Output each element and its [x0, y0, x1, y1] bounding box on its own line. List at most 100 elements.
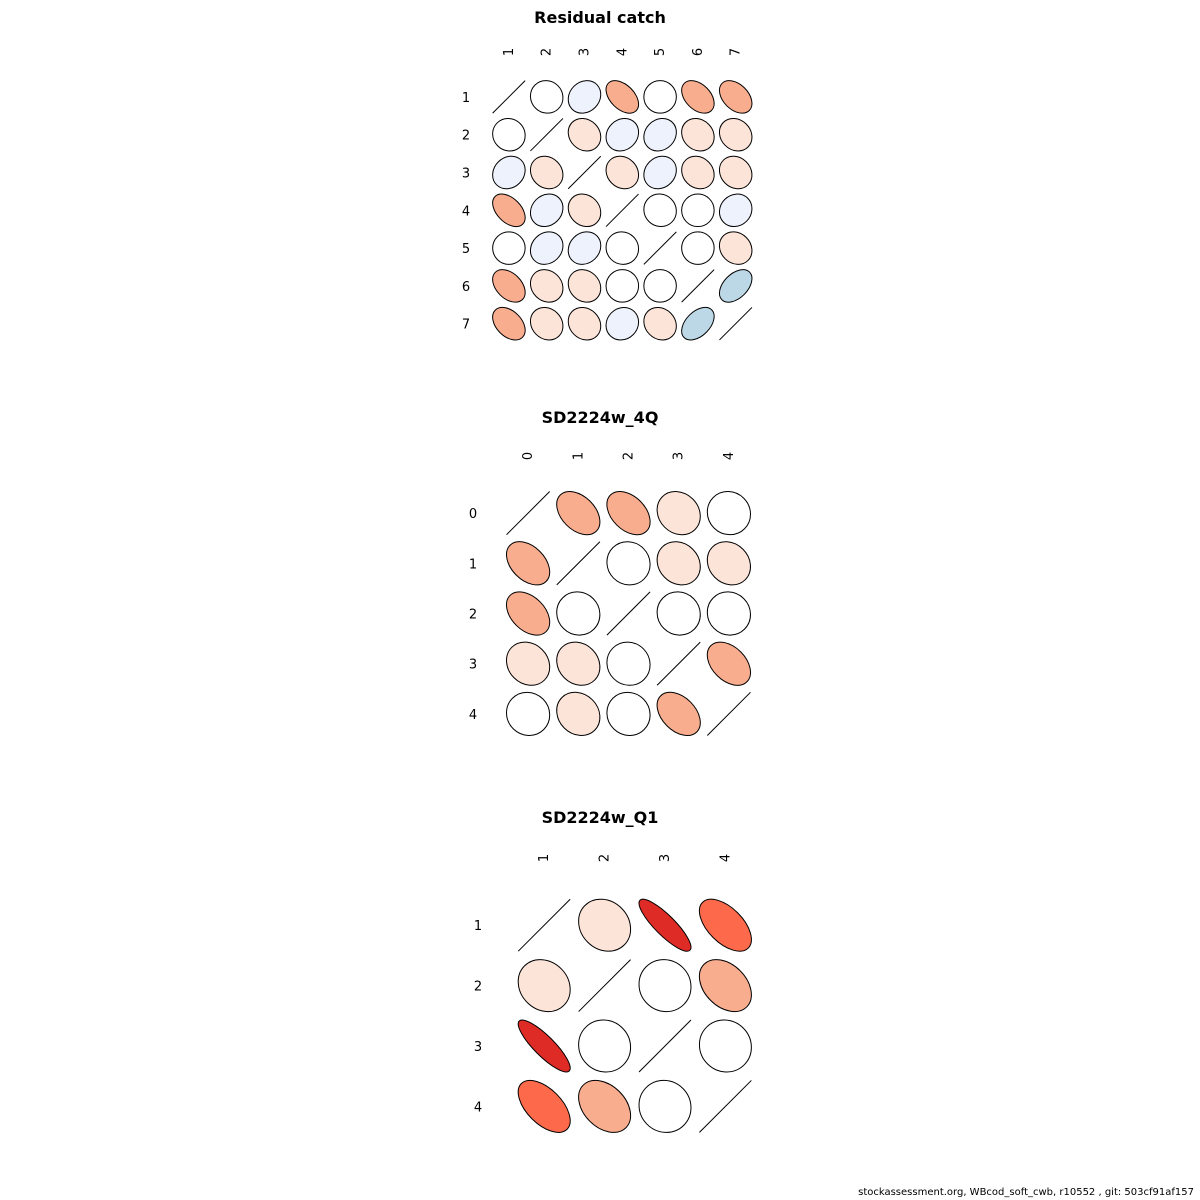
correlation-ellipse — [656, 541, 701, 586]
correlation-ellipse — [638, 898, 692, 952]
column-tick-label: 2 — [540, 48, 555, 56]
correlation-ellipse — [529, 80, 564, 114]
correlation-ellipse — [643, 193, 677, 228]
diagonal-mark — [656, 641, 701, 686]
diagonal-mark — [699, 1080, 752, 1133]
correlation-ellipse — [643, 306, 677, 341]
correlation-ellipse — [506, 641, 551, 686]
correlation-ellipse — [578, 1019, 632, 1073]
row-tick-label: 2 — [474, 980, 482, 995]
correlation-ellipse — [529, 306, 564, 341]
correlation-ellipse — [698, 1019, 752, 1073]
correlation-ellipse — [556, 641, 601, 686]
corr-panel-3: SD2224w_Q1 1 2 3 4 1 2 3 4 — [474, 808, 752, 1133]
column-tick-label: 1 — [502, 48, 517, 56]
column-tick-label: 1 — [571, 452, 586, 460]
column-tick-label: 2 — [622, 452, 637, 460]
correlation-ellipse — [492, 269, 526, 303]
column-tick-label: 3 — [672, 452, 687, 460]
correlation-ellipse — [718, 80, 753, 114]
correlation-ellipse — [718, 269, 753, 303]
row-tick-label: 4 — [474, 1100, 482, 1115]
correlation-ellipse — [681, 193, 715, 228]
row-tick-label: 3 — [474, 1040, 482, 1055]
correlation-ellipse — [706, 541, 751, 586]
diagonal-mark — [530, 118, 564, 152]
correlation-ellipse — [517, 1019, 571, 1073]
row-tick-label: 1 — [469, 557, 477, 572]
correlation-ellipse — [556, 691, 601, 736]
column-tick-label: 7 — [729, 48, 744, 56]
correlation-ellipse — [706, 641, 751, 686]
correlation-ellipse — [492, 193, 526, 228]
column-tick-label: 0 — [521, 452, 536, 460]
column-tick-label: 2 — [598, 854, 613, 862]
column-tick-label: 4 — [615, 48, 630, 56]
correlation-ellipse — [567, 117, 602, 152]
column-tick-label: 4 — [718, 854, 733, 862]
correlation-ellipse — [567, 80, 602, 114]
correlation-ellipse — [638, 1079, 692, 1133]
correlation-ellipse — [643, 269, 677, 303]
correlation-ellipse — [567, 269, 602, 303]
chart-title: SD2224w_Q1 — [542, 808, 659, 827]
correlation-ellipse — [643, 80, 677, 114]
row-tick-label: 7 — [462, 318, 470, 333]
correlation-ellipse — [706, 591, 751, 636]
correlation-ellipse — [567, 231, 602, 265]
correlation-ellipse — [718, 155, 753, 190]
correlation-ellipse — [656, 591, 701, 636]
correlation-ellipse — [529, 155, 564, 190]
column-tick-label: 6 — [691, 48, 706, 56]
correlation-ellipse — [706, 491, 751, 536]
row-tick-label: 4 — [469, 708, 477, 723]
correlation-ellipse — [718, 231, 753, 265]
correlation-ellipse — [605, 80, 640, 114]
correlation-ellipse — [718, 117, 753, 152]
correlation-ellipse — [656, 491, 701, 536]
column-tick-label: 5 — [653, 48, 668, 56]
row-tick-label: 0 — [469, 507, 477, 522]
row-tick-label: 6 — [462, 280, 470, 295]
correlation-ellipse — [492, 306, 526, 341]
row-tick-label: 1 — [462, 91, 470, 106]
correlation-ellipse — [506, 591, 551, 636]
correlation-ellipse — [698, 959, 752, 1013]
correlation-ellipse — [606, 491, 651, 536]
diagonal-mark — [681, 269, 715, 303]
corr-panel-2: SD2224w_4Q 0 1 2 3 4 0 1 2 3 4 — [469, 408, 751, 736]
row-tick-label: 2 — [469, 608, 477, 623]
correlation-ellipse — [529, 231, 564, 265]
diagonal-mark — [606, 591, 651, 636]
correlation-ellipse — [517, 1079, 571, 1133]
correlation-ellipse — [605, 269, 640, 303]
row-tick-label: 5 — [462, 242, 470, 257]
correlation-ellipse — [681, 231, 715, 265]
chart-title: SD2224w_4Q — [542, 408, 659, 427]
correlation-ellipse — [681, 117, 715, 152]
column-tick-label: 4 — [722, 452, 737, 460]
correlation-ellipse — [656, 691, 701, 736]
diagonal-mark — [706, 691, 751, 736]
diagonal-mark — [567, 155, 602, 190]
correlation-ellipse — [517, 959, 571, 1013]
correlation-ellipse — [529, 269, 564, 303]
correlation-ellipse — [643, 155, 677, 190]
column-tick-label: 3 — [658, 854, 673, 862]
row-tick-label: 1 — [474, 919, 482, 934]
correlation-ellipse — [506, 691, 551, 736]
correlation-ellipse — [506, 541, 551, 586]
corr-panel-1: Residual catch 1 2 3 4 5 6 7 1 2 3 4 5 6 7 — [462, 8, 753, 341]
correlation-ellipse — [492, 231, 526, 265]
correlation-ellipse — [605, 117, 640, 152]
correlation-ellipse — [529, 193, 564, 228]
correlation-ellipse — [718, 193, 753, 228]
correlation-ellipse — [605, 306, 640, 341]
diagonal-mark — [719, 307, 753, 341]
column-tick-label: 1 — [537, 854, 552, 862]
diagonal-mark — [492, 80, 526, 114]
correlation-ellipse — [578, 1079, 632, 1133]
correlation-ellipse — [681, 306, 715, 341]
column-tick-label: 3 — [578, 48, 593, 56]
